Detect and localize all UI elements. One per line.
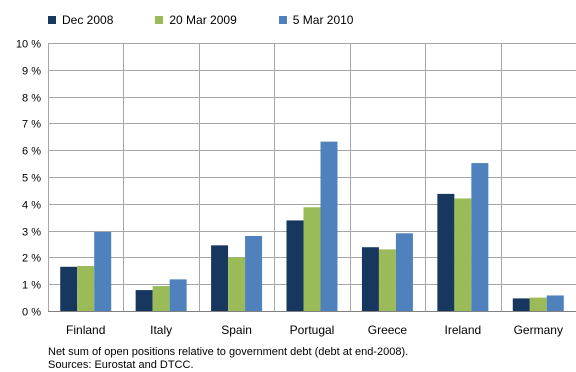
x-tick-label: Portugal bbox=[290, 323, 335, 337]
x-tick-label: Ireland bbox=[445, 323, 482, 337]
y-tick-label: 1 % bbox=[22, 280, 41, 292]
bar bbox=[211, 245, 229, 311]
legend-label-20-mar-2009: 20 Mar 2009 bbox=[169, 13, 237, 27]
bar bbox=[471, 163, 489, 311]
bar bbox=[437, 193, 455, 311]
bar bbox=[152, 286, 170, 311]
bar bbox=[378, 249, 396, 311]
x-tick-label: Spain bbox=[221, 323, 252, 337]
bar bbox=[320, 141, 338, 311]
bar bbox=[228, 257, 246, 311]
legend-item-5-mar-2010: 5 Mar 2010 bbox=[278, 13, 354, 27]
bar bbox=[512, 298, 530, 311]
y-tick-label: 6 % bbox=[22, 146, 41, 158]
legend-swatch-20-mar-2009 bbox=[155, 16, 164, 24]
chart-legend: Dec 2008 20 Mar 2009 5 Mar 2010 bbox=[48, 13, 395, 27]
legend-label-5-mar-2010: 5 Mar 2010 bbox=[292, 13, 354, 27]
bar bbox=[77, 265, 95, 311]
x-tick-label: Finland bbox=[66, 323, 105, 337]
x-tick-label: Italy bbox=[150, 323, 172, 337]
bar bbox=[94, 231, 112, 311]
legend-label-dec-2008: Dec 2008 bbox=[62, 13, 114, 27]
bar bbox=[286, 220, 304, 311]
legend-swatch-dec-2008 bbox=[48, 16, 56, 24]
legend-item-20-mar-2009: 20 Mar 2009 bbox=[155, 13, 237, 27]
bar bbox=[303, 207, 321, 311]
y-tick-label: 10 % bbox=[16, 39, 41, 51]
y-tick-label: 2 % bbox=[22, 253, 41, 265]
y-tick-label: 8 % bbox=[22, 93, 41, 105]
bar bbox=[529, 297, 547, 311]
bar bbox=[361, 247, 379, 311]
chart-sources: Sources: Eurostat and DTCC. bbox=[48, 359, 194, 371]
legend-item-dec-2008: Dec 2008 bbox=[48, 13, 113, 27]
bar bbox=[60, 266, 78, 311]
y-tick-label: 7 % bbox=[22, 119, 41, 131]
y-tick-label: 5 % bbox=[22, 173, 41, 185]
x-tick-label: Germany bbox=[514, 323, 563, 337]
y-tick-label: 9 % bbox=[22, 66, 41, 78]
y-tick-label: 4 % bbox=[22, 200, 41, 212]
bar bbox=[135, 290, 153, 311]
y-tick-label: 3 % bbox=[22, 227, 41, 239]
legend-swatch-5-mar-2010 bbox=[278, 16, 287, 24]
bar bbox=[245, 235, 263, 311]
bar bbox=[454, 198, 472, 311]
bar bbox=[169, 279, 187, 311]
bar-chart: 0 % 1 % 2 % 3 % 4 % 5 % 6 % 7 % 8 % 9 % 10 % Finlan… bbox=[16, 39, 576, 337]
chart-note: Net sum of open positions relative to go… bbox=[48, 346, 409, 358]
bar bbox=[546, 295, 564, 311]
y-tick-label: 0 % bbox=[22, 307, 41, 319]
bar bbox=[395, 233, 413, 311]
x-tick-label: Greece bbox=[368, 323, 408, 337]
